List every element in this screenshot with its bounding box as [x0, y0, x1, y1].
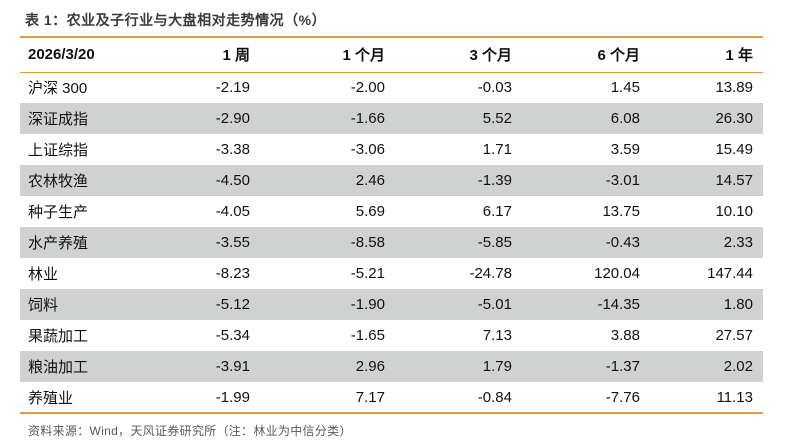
table-row: 林业 -8.23 -5.21 -24.78 120.04 147.44: [20, 258, 763, 289]
table-row: 种子生产 -4.05 5.69 6.17 13.75 10.10: [20, 196, 763, 227]
cell-value: -5.85: [477, 234, 512, 251]
row-label: 深证成指: [28, 111, 89, 128]
table-row: 农林牧渔 -4.50 2.46 -1.39 -3.01 14.57: [20, 165, 763, 196]
table-row: 沪深 300 -2.19 -2.00 -0.03 1.45 13.89: [20, 72, 763, 103]
table-row: 果蔬加工 -5.34 -1.65 7.13 3.88 27.57: [20, 320, 763, 351]
cell-value: -24.78: [469, 265, 512, 282]
cell-value: -8.23: [215, 265, 250, 282]
cell-value: 3.88: [610, 327, 640, 344]
table-row: 水产养殖 -3.55 -8.58 -5.85 -0.43 2.33: [20, 227, 763, 258]
cell-value: -5.01: [477, 296, 512, 313]
cell-value: -2.90: [215, 110, 250, 127]
row-label: 粮油加工: [28, 359, 89, 376]
column-header-3month: 3 个月: [469, 47, 512, 65]
cell-value: 1.71: [482, 141, 512, 158]
row-label: 上证综指: [28, 142, 89, 159]
cell-value: -3.38: [215, 141, 250, 158]
cell-value: 5.69: [355, 203, 385, 220]
cell-value: -14.35: [597, 296, 640, 313]
cell-value: 13.89: [715, 79, 753, 97]
cell-value: 15.49: [715, 141, 753, 158]
cell-value: 2.33: [723, 234, 753, 251]
table-row: 饲料 -5.12 -1.90 -5.01 -14.35 1.80: [20, 289, 763, 320]
cell-value: -1.66: [350, 110, 385, 127]
cell-value: 2.02: [723, 358, 753, 375]
cell-value: -1.65: [350, 327, 385, 344]
cell-value: 27.57: [715, 327, 753, 344]
cell-value: 120.04: [594, 265, 640, 282]
header-row: 2026/3/20 1 周 1 个月 3 个月 6 个月 1 年: [20, 37, 763, 72]
cell-value: 5.52: [482, 110, 512, 127]
row-label: 农林牧渔: [28, 173, 89, 190]
cell-value: 6.17: [482, 203, 512, 220]
cell-value: -0.43: [605, 234, 640, 251]
row-label: 果蔬加工: [28, 328, 89, 345]
row-label: 饲料: [28, 297, 59, 314]
cell-value: 7.13: [482, 327, 512, 344]
cell-value: -5.34: [215, 327, 250, 344]
cell-value: 1.45: [610, 79, 640, 97]
cell-value: 1.79: [482, 358, 512, 375]
cell-value: 6.08: [610, 110, 640, 127]
cell-value: -5.21: [350, 265, 385, 282]
cell-value: -7.76: [605, 388, 640, 406]
relative-performance-table: 2026/3/20 1 周 1 个月 3 个月 6 个月 1 年 沪深 300 …: [20, 36, 763, 414]
table-row: 粮油加工 -3.91 2.96 1.79 -1.37 2.02: [20, 351, 763, 382]
row-label: 林业: [28, 266, 59, 283]
table-row: 深证成指 -2.90 -1.66 5.52 6.08 26.30: [20, 103, 763, 134]
column-header-1week: 1 周: [222, 47, 250, 65]
cell-value: -4.05: [215, 203, 250, 220]
row-label: 种子生产: [28, 204, 89, 221]
column-header-date: 2026/3/20: [28, 46, 95, 64]
cell-value: 3.59: [610, 141, 640, 158]
cell-value: -2.19: [215, 79, 250, 97]
cell-value: -3.91: [215, 358, 250, 375]
cell-value: 7.17: [355, 388, 385, 406]
cell-value: -3.06: [350, 141, 385, 158]
cell-value: 13.75: [602, 203, 640, 220]
column-header-1month: 1 个月: [342, 47, 385, 65]
column-header-6month: 6 个月: [597, 47, 640, 65]
figure-title: 表 1：农业及子行业与大盘相对走势情况（%）: [25, 12, 327, 28]
cell-value: -0.84: [477, 388, 512, 406]
cell-value: 1.80: [723, 296, 753, 313]
cell-value: -1.90: [350, 296, 385, 313]
cell-value: -8.58: [350, 234, 385, 251]
cell-value: -5.12: [215, 296, 250, 313]
cell-value: 11.13: [716, 388, 753, 406]
cell-value: 10.10: [715, 203, 753, 220]
cell-value: -4.50: [215, 172, 250, 189]
table-row: 上证综指 -3.38 -3.06 1.71 3.59 15.49: [20, 134, 763, 165]
table-row: 养殖业 -1.99 7.17 -0.84 -7.76 11.13: [20, 382, 763, 413]
cell-value: 2.96: [355, 358, 385, 375]
row-label: 水产养殖: [28, 235, 89, 252]
row-label: 沪深 300: [28, 80, 88, 98]
cell-value: 14.57: [715, 172, 753, 189]
cell-value: -3.01: [605, 172, 640, 189]
source-note: 资料来源：Wind，天风证券研究所（注：林业为中信分类）: [28, 424, 352, 438]
cell-value: -1.37: [605, 358, 640, 375]
cell-value: -3.55: [215, 234, 250, 251]
cell-value: -0.03: [477, 79, 512, 97]
column-header-1year: 1 年: [725, 47, 753, 65]
row-label: 养殖业: [28, 389, 74, 407]
cell-value: -2.00: [350, 79, 385, 97]
cell-value: -1.99: [215, 388, 250, 406]
cell-value: 147.44: [707, 265, 753, 282]
cell-value: 26.30: [715, 110, 753, 127]
cell-value: -1.39: [477, 172, 512, 189]
cell-value: 2.46: [355, 172, 385, 189]
